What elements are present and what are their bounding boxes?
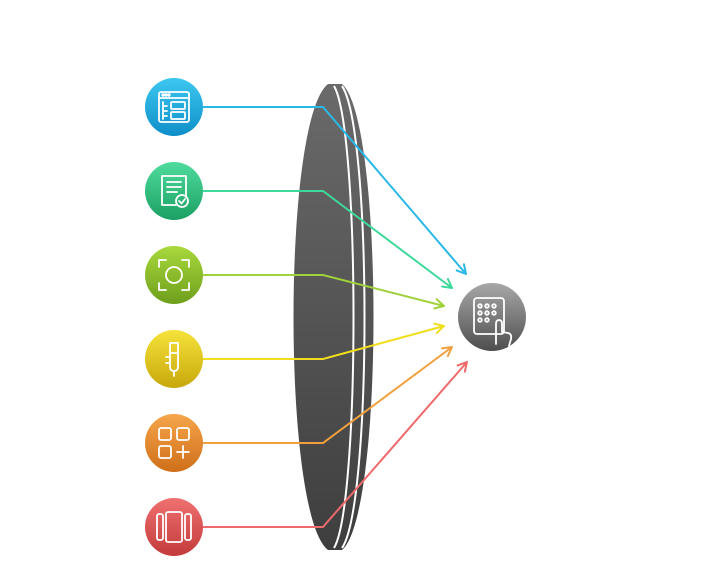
lens-body [293, 84, 374, 550]
arrowhead-4 [433, 322, 445, 334]
capsule-probe-icon [165, 342, 179, 377]
arrowhead-3 [433, 298, 445, 310]
source-node-circle [145, 78, 203, 136]
connector-line-2 [203, 190, 453, 289]
arrowhead-1 [455, 263, 467, 275]
lens [293, 84, 374, 550]
source-node-3 [145, 246, 203, 304]
source-node-circle [145, 498, 203, 556]
source-node-circle [145, 162, 203, 220]
layout-dashboard-icon [158, 91, 190, 123]
connector-line-1 [203, 106, 467, 275]
source-node-4 [145, 330, 203, 388]
connector-line-5 [203, 346, 453, 444]
lens-edge-outer [341, 85, 366, 549]
connector-line-3 [203, 274, 445, 307]
connector-line-6 [203, 361, 468, 528]
lens-edge-inner [333, 85, 355, 549]
add-grid-icon [158, 427, 190, 459]
source-node-6 [145, 498, 203, 556]
focus-frame-icon [158, 259, 190, 291]
source-node-2 [145, 162, 203, 220]
arrowhead-6 [456, 361, 468, 373]
source-node-1 [145, 78, 203, 136]
source-node-circle [145, 246, 203, 304]
arrowhead-5 [441, 346, 453, 358]
source-node-circle [145, 330, 203, 388]
connectors [203, 106, 468, 528]
checklist-document-icon [161, 175, 189, 208]
connector-line-4 [203, 325, 445, 360]
source-nodes [145, 78, 203, 556]
arrowhead-2 [441, 277, 453, 289]
source-node-circle [145, 414, 203, 472]
source-node-5 [145, 414, 203, 472]
touch-keypad-icon [473, 297, 513, 347]
carousel-panels-icon [156, 511, 192, 543]
target-node [458, 283, 526, 351]
